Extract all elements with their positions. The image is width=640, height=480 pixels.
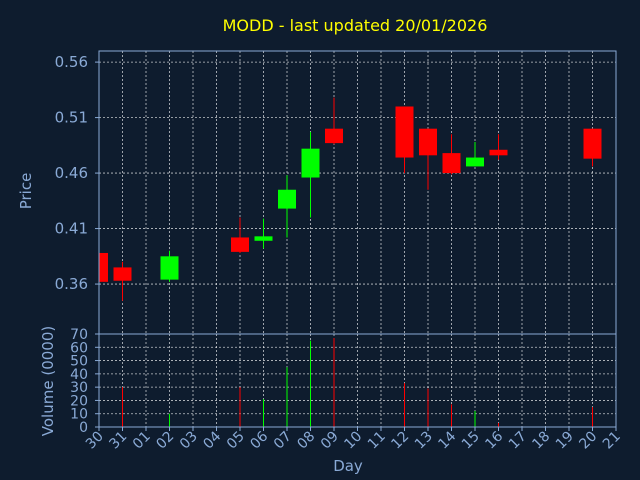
volume-axis-label: Volume (0000) [39,326,57,436]
x-tick-label: 06 [247,428,271,452]
volume-tick-label: 0 [79,420,88,436]
price-tick-label: 0.51 [55,109,88,127]
x-tick-label: 03 [177,429,201,453]
price-tick-label: 0.46 [55,164,88,182]
volume-tick-label: 20 [70,393,88,409]
x-tick-label: 02 [153,429,177,453]
x-tick-label: 05 [224,429,248,453]
candle-body [419,128,437,156]
x-tick-label: 16 [482,428,506,452]
volume-tick-label: 70 [70,327,88,343]
candle-body [466,157,484,167]
volume-tick-label: 60 [70,340,88,356]
x-tick-label: 21 [600,429,624,453]
x-tick-label: 09 [318,429,342,453]
price-tick-label: 0.41 [55,220,88,238]
candle-body [278,189,296,209]
x-tick-labels: 30 31 01 02 03 04 05 06 07 08 09 10 11 12 13 14 15 16 17 18… [83,427,624,452]
x-tick-label: 13 [412,429,436,453]
candle-body [254,236,273,241]
price-panel: 0.56 0.51 0.46 0.41 0.36 [55,50,617,335]
x-tick-label: 04 [200,428,224,452]
chart-title: MODD - last updated 20/01/2026 [223,16,488,35]
candle-body [231,237,249,252]
candle-body [301,148,320,178]
x-tick-label: 15 [459,429,483,453]
x-tick-label: 18 [529,429,553,453]
candle-body [113,267,132,281]
x-tick-label: 07 [271,429,295,453]
candle-body [395,106,414,158]
x-tick-label: 31 [106,429,130,453]
price-tick-label: 0.36 [55,275,88,293]
candle-body [325,128,343,144]
candle-body [160,256,179,280]
candle-body [442,153,461,174]
volume-grid [95,333,616,428]
volume-tick-label: 50 [70,354,88,370]
volume-tick-label: 30 [70,380,88,396]
volume-tick-label: 40 [70,367,88,383]
price-tick-labels: 0.56 0.51 0.46 0.41 0.36 [55,53,88,293]
candle-body [583,128,602,159]
price-grid [95,51,616,334]
x-tick-label: 17 [506,429,530,453]
x-tick-label: 20 [576,429,600,453]
x-tick-label: 19 [553,429,577,453]
x-axis-label: Day [333,457,363,475]
x-tick-label: 10 [341,429,365,453]
volume-bars [122,337,593,427]
x-tick-label: 14 [435,428,459,452]
candle-body [489,149,508,156]
x-tick-label: 12 [388,429,412,453]
candle-body [99,252,108,282]
x-tick-label: 01 [130,429,154,453]
volume-tick-label: 10 [70,407,88,423]
x-tick-label: 11 [365,429,389,453]
candlesticks [99,97,602,301]
price-tick-label: 0.56 [55,53,88,71]
x-tick-label: 08 [294,429,318,453]
price-axis-label: Price [17,173,35,210]
